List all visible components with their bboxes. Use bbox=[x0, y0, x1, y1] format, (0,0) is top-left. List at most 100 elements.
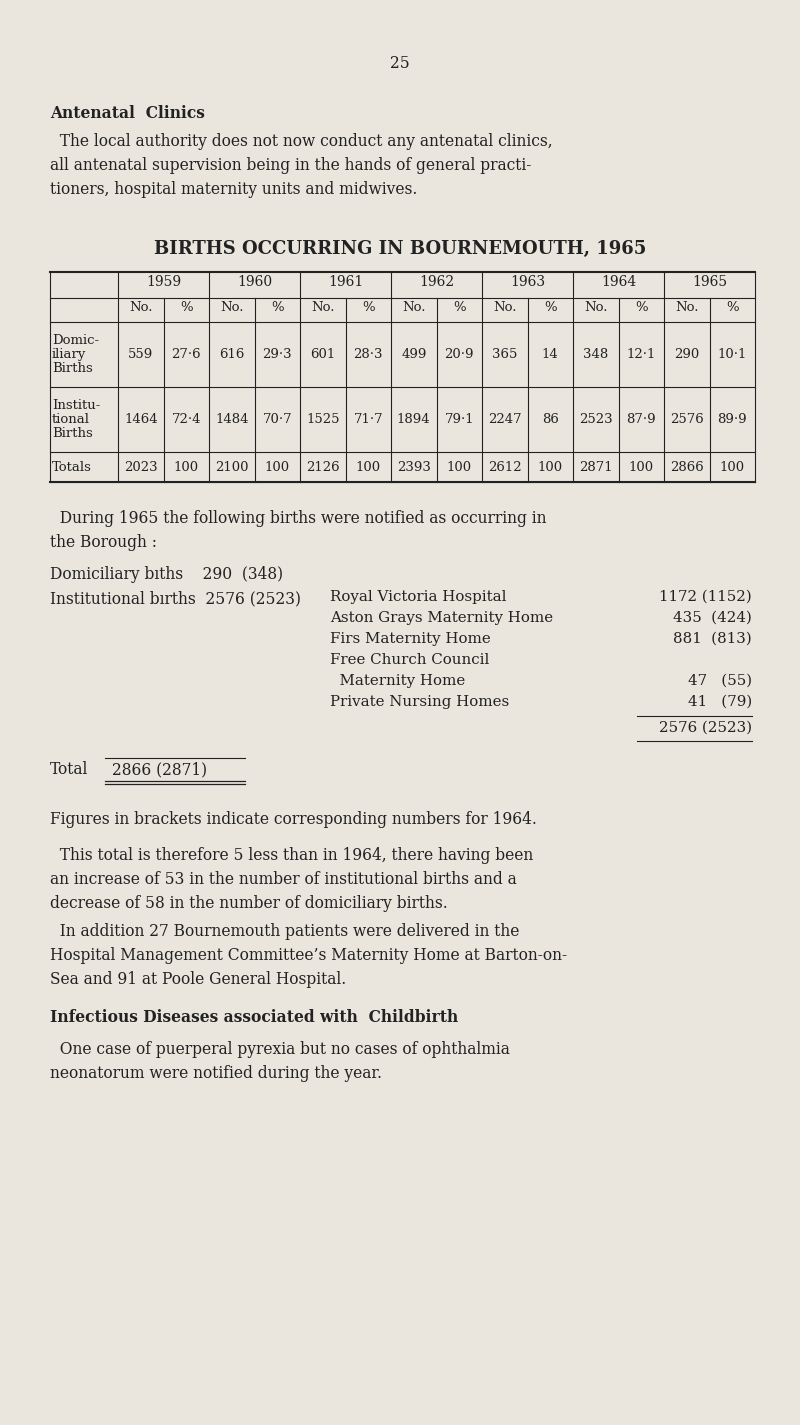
Text: 2126: 2126 bbox=[306, 460, 339, 473]
Text: 1965: 1965 bbox=[692, 275, 727, 289]
Text: 2866: 2866 bbox=[670, 460, 704, 473]
Text: One case of puerperal pyrexia but no cases of ophthalmia: One case of puerperal pyrexia but no cas… bbox=[50, 1042, 510, 1057]
Text: 71·7: 71·7 bbox=[354, 413, 383, 426]
Text: %: % bbox=[726, 301, 738, 314]
Text: 1964: 1964 bbox=[601, 275, 636, 289]
Text: Maternity Home: Maternity Home bbox=[330, 674, 466, 688]
Text: 499: 499 bbox=[401, 348, 426, 361]
Text: 2100: 2100 bbox=[215, 460, 249, 473]
Text: 86: 86 bbox=[542, 413, 558, 426]
Text: 72·4: 72·4 bbox=[171, 413, 201, 426]
Text: 29·3: 29·3 bbox=[262, 348, 292, 361]
Text: Infectious Diseases associated with  Childbirth: Infectious Diseases associated with Chil… bbox=[50, 1009, 458, 1026]
Text: an increase of 53 in the number of institutional births and a: an increase of 53 in the number of insti… bbox=[50, 871, 517, 888]
Text: Total: Total bbox=[50, 761, 88, 778]
Text: 1962: 1962 bbox=[419, 275, 454, 289]
Text: 1525: 1525 bbox=[306, 413, 339, 426]
Text: 100: 100 bbox=[720, 460, 745, 473]
Text: Aston Grays Maternity Home: Aston Grays Maternity Home bbox=[330, 611, 553, 626]
Text: Domic-: Domic- bbox=[52, 333, 99, 348]
Text: During 1965 the following births were notified as occurring in: During 1965 the following births were no… bbox=[50, 510, 546, 527]
Text: 616: 616 bbox=[219, 348, 245, 361]
Text: 100: 100 bbox=[446, 460, 472, 473]
Text: 89·9: 89·9 bbox=[718, 413, 747, 426]
Text: 1484: 1484 bbox=[215, 413, 249, 426]
Text: %: % bbox=[180, 301, 193, 314]
Text: BIRTHS OCCURRING IN BOURNEMOUTH, 1965: BIRTHS OCCURRING IN BOURNEMOUTH, 1965 bbox=[154, 239, 646, 258]
Text: No.: No. bbox=[402, 301, 426, 314]
Text: No.: No. bbox=[129, 301, 153, 314]
Text: 100: 100 bbox=[629, 460, 654, 473]
Text: Births: Births bbox=[52, 362, 93, 375]
Text: 1959: 1959 bbox=[146, 275, 181, 289]
Text: In addition 27 Bournemouth patients were delivered in the: In addition 27 Bournemouth patients were… bbox=[50, 923, 519, 940]
Text: 100: 100 bbox=[356, 460, 381, 473]
Text: 2612: 2612 bbox=[488, 460, 522, 473]
Text: Hospital Management Committee’s Maternity Home at Barton-on-: Hospital Management Committee’s Maternit… bbox=[50, 948, 567, 963]
Text: 1960: 1960 bbox=[237, 275, 272, 289]
Text: 2523: 2523 bbox=[579, 413, 613, 426]
Text: 1464: 1464 bbox=[124, 413, 158, 426]
Text: Sea and 91 at Poole General Hospital.: Sea and 91 at Poole General Hospital. bbox=[50, 970, 346, 988]
Text: 881  (813): 881 (813) bbox=[674, 633, 752, 646]
Text: Firs Maternity Home: Firs Maternity Home bbox=[330, 633, 490, 646]
Text: 12·1: 12·1 bbox=[626, 348, 656, 361]
Text: %: % bbox=[453, 301, 466, 314]
Text: This total is therefore 5 less than in 1964, there having been: This total is therefore 5 less than in 1… bbox=[50, 846, 534, 864]
Text: No.: No. bbox=[584, 301, 607, 314]
Text: tional: tional bbox=[52, 413, 90, 426]
Text: 10·1: 10·1 bbox=[718, 348, 747, 361]
Text: all antenatal supervision being in the hands of general practi-: all antenatal supervision being in the h… bbox=[50, 157, 531, 174]
Text: 25: 25 bbox=[390, 56, 410, 73]
Text: 79·1: 79·1 bbox=[445, 413, 474, 426]
Text: 290: 290 bbox=[674, 348, 699, 361]
Text: 70·7: 70·7 bbox=[262, 413, 292, 426]
Text: the Borough :: the Borough : bbox=[50, 534, 157, 551]
Text: 2023: 2023 bbox=[124, 460, 158, 473]
Text: Private Nursing Homes: Private Nursing Homes bbox=[330, 695, 510, 710]
Text: %: % bbox=[362, 301, 374, 314]
Text: 2866 (2871): 2866 (2871) bbox=[112, 761, 207, 778]
Text: Institu-: Institu- bbox=[52, 399, 100, 412]
Text: 87·9: 87·9 bbox=[626, 413, 656, 426]
Text: 100: 100 bbox=[538, 460, 563, 473]
Text: Royal Victoria Hospital: Royal Victoria Hospital bbox=[330, 590, 506, 604]
Text: 348: 348 bbox=[583, 348, 608, 361]
Text: 20·9: 20·9 bbox=[445, 348, 474, 361]
Text: 559: 559 bbox=[128, 348, 154, 361]
Text: 2576 (2523): 2576 (2523) bbox=[659, 721, 752, 735]
Text: No.: No. bbox=[220, 301, 243, 314]
Text: %: % bbox=[271, 301, 283, 314]
Text: 2576: 2576 bbox=[670, 413, 704, 426]
Text: 1894: 1894 bbox=[397, 413, 430, 426]
Text: tioners, hospital maternity units and midwives.: tioners, hospital maternity units and mi… bbox=[50, 181, 418, 198]
Text: Figures in brackets indicate corresponding numbers for 1964.: Figures in brackets indicate correspondi… bbox=[50, 811, 537, 828]
Text: No.: No. bbox=[311, 301, 334, 314]
Text: 14: 14 bbox=[542, 348, 558, 361]
Text: Institutional bırths  2576 (2523): Institutional bırths 2576 (2523) bbox=[50, 590, 301, 607]
Text: The local authority does not now conduct any antenatal clinics,: The local authority does not now conduct… bbox=[50, 133, 553, 150]
Text: neonatorum were notified during the year.: neonatorum were notified during the year… bbox=[50, 1064, 382, 1082]
Text: No.: No. bbox=[493, 301, 517, 314]
Text: %: % bbox=[635, 301, 647, 314]
Text: 100: 100 bbox=[174, 460, 199, 473]
Text: %: % bbox=[544, 301, 557, 314]
Text: 1961: 1961 bbox=[328, 275, 363, 289]
Text: 1963: 1963 bbox=[510, 275, 545, 289]
Text: 41   (79): 41 (79) bbox=[688, 695, 752, 710]
Text: 435  (424): 435 (424) bbox=[674, 611, 752, 626]
Text: 28·3: 28·3 bbox=[354, 348, 383, 361]
Text: 100: 100 bbox=[265, 460, 290, 473]
Text: 2871: 2871 bbox=[579, 460, 613, 473]
Text: iliary: iliary bbox=[52, 348, 86, 361]
Text: 27·6: 27·6 bbox=[171, 348, 201, 361]
Text: 2393: 2393 bbox=[397, 460, 430, 473]
Text: Free Church Council: Free Church Council bbox=[330, 653, 490, 667]
Text: Domiciliary bıths    290  (348): Domiciliary bıths 290 (348) bbox=[50, 566, 283, 583]
Text: Totals: Totals bbox=[52, 460, 92, 473]
Text: No.: No. bbox=[675, 301, 698, 314]
Text: 47   (55): 47 (55) bbox=[688, 674, 752, 688]
Text: 1172 (1152): 1172 (1152) bbox=[659, 590, 752, 604]
Text: 365: 365 bbox=[492, 348, 518, 361]
Text: 601: 601 bbox=[310, 348, 335, 361]
